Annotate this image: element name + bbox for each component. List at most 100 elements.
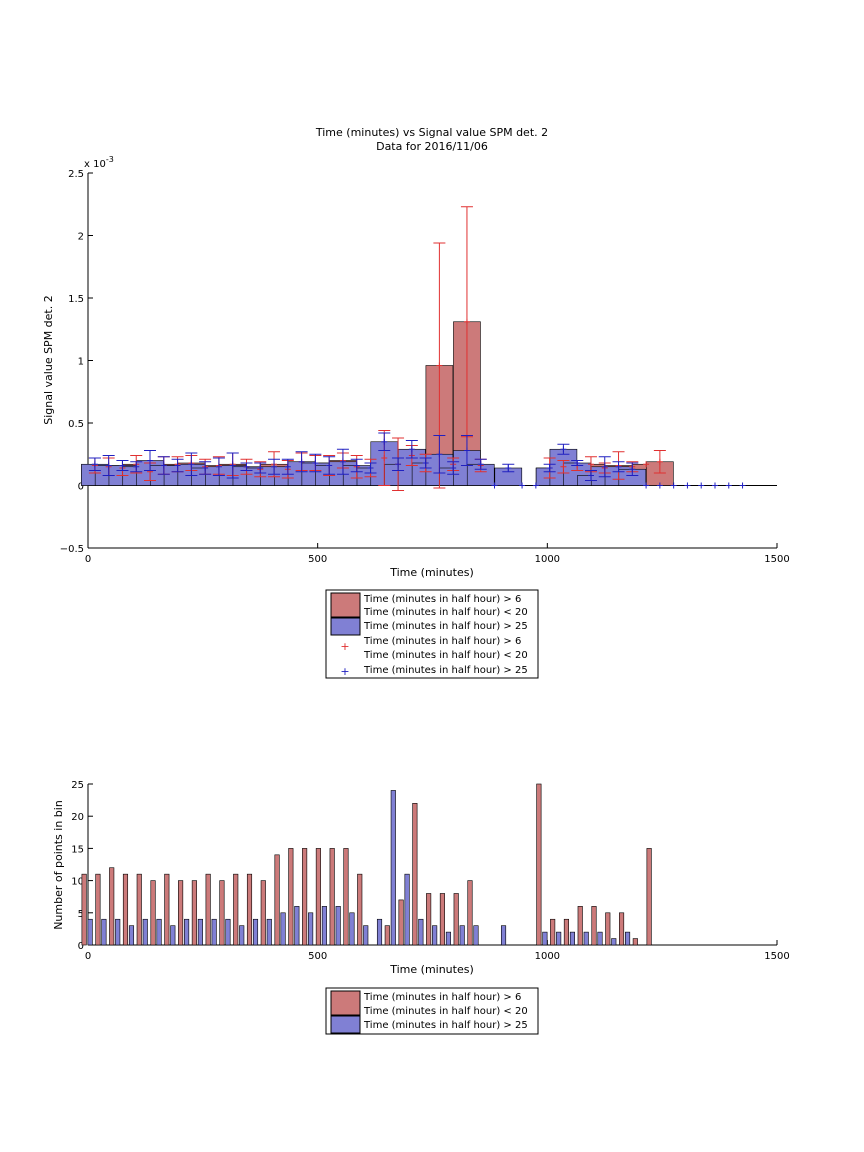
bottom-bar-blue: [363, 925, 369, 946]
bottom-bar-red: [178, 880, 184, 946]
bottom-bar-red: [164, 873, 170, 946]
top-legend-item-4: Time (minutes in half hour) > 6: [363, 636, 521, 647]
top-y-tick-label: 2: [78, 232, 84, 243]
bottom-bar-red: [591, 906, 597, 946]
top-legend-item-1: Time (minutes in half hour) > 6: [363, 594, 521, 605]
top-y-tick-label: −0.5: [60, 544, 84, 555]
bottom-bar-blue: [432, 925, 438, 946]
bottom-bar-red: [619, 912, 625, 946]
top-y-axis-label: Signal value SPM det. 2: [42, 295, 55, 425]
bottom-bar-red: [563, 918, 569, 946]
y-exponent-power: -3: [106, 155, 114, 164]
bottom-bar-blue: [625, 931, 631, 946]
bottom-bar-red: [646, 848, 652, 946]
top-x-tick-label: 1000: [535, 554, 560, 565]
top-x-axis-label: Time (minutes): [389, 566, 474, 579]
bottom-bar-red: [632, 938, 638, 946]
bottom-y-tick-label: 5: [78, 909, 84, 920]
bottom-bar-blue: [611, 938, 617, 946]
bottom-bar-blue: [556, 931, 562, 946]
bottom-bar-red: [439, 893, 445, 946]
top-legend-item-5: Time (minutes in half hour) < 20: [363, 650, 528, 661]
chart-subtitle: Data for 2016/11/06: [376, 140, 488, 153]
bottom-y-tick-label: 20: [71, 812, 84, 823]
bottom-bar-blue: [142, 918, 148, 946]
bottom-bar-blue: [101, 918, 107, 946]
bottom-bar-blue: [335, 906, 341, 946]
bottom-bar-red: [453, 893, 459, 946]
bottom-bar-red: [81, 873, 87, 946]
bottom-bar-blue: [239, 925, 245, 946]
bottom-bar-red: [329, 848, 335, 946]
top-legend: + + Time (minutes in half hour) > 6 Time…: [325, 589, 539, 679]
bottom-bar-blue: [308, 912, 314, 946]
bottom-bar-red: [122, 873, 129, 946]
bottom-bar-blue: [542, 931, 548, 946]
bottom-bar-red: [315, 848, 321, 946]
bottom-x-tick-label: 1000: [535, 951, 560, 962]
bottom-bar-red: [302, 848, 308, 946]
top-legend-marker-red: +: [340, 640, 349, 653]
bottom-bar-red: [357, 873, 363, 946]
top-legend-item-2: Time (minutes in half hour) < 20: [363, 607, 528, 618]
bottom-bar-red: [150, 880, 156, 946]
bottom-bar-red: [191, 880, 197, 946]
bottom-legend: Time (minutes in half hour) > 6 Time (mi…: [325, 987, 539, 1035]
bottom-bar-red: [205, 873, 211, 946]
bottom-bar-red: [219, 880, 225, 946]
bottom-y-tick-label: 25: [71, 780, 84, 791]
bottom-bar-blue: [418, 918, 424, 946]
bottom-y-tick-label: 10: [71, 877, 84, 888]
chart-title: Time (minutes) vs Signal value SPM det. …: [315, 126, 548, 139]
top-plot-area: 0 500 1000 1500−0.500.511.522.5: [60, 169, 790, 565]
bottom-bar-red: [233, 873, 239, 946]
bottom-x-axis-label: Time (minutes): [389, 963, 474, 976]
bottom-legend-item-3: Time (minutes in half hour) > 25: [363, 1020, 528, 1031]
bottom-legend-swatch-blue: [330, 1015, 361, 1034]
bottom-bar-blue: [459, 925, 465, 946]
bottom-bar-blue: [500, 925, 507, 946]
top-x-tick-label: 500: [308, 554, 327, 565]
bottom-x-tick-label: 1500: [764, 951, 789, 962]
bottom-bar-red: [467, 880, 473, 946]
bottom-y-axis-label: Number of points in bin: [52, 800, 65, 930]
bottom-y-tick-label: 15: [71, 844, 84, 855]
bottom-bar-blue: [211, 918, 217, 946]
y-exponent-label: x 10-3: [84, 155, 114, 170]
bottom-bar-blue: [156, 918, 162, 946]
top-legend-swatch-red: [330, 592, 361, 618]
bottom-legend-item-2: Time (minutes in half hour) < 20: [363, 1006, 528, 1017]
bottom-bar-red: [274, 854, 280, 946]
bottom-bar-blue: [583, 931, 589, 946]
bottom-legend-swatch-red: [330, 990, 361, 1016]
bottom-bar-blue: [294, 906, 300, 946]
bottom-bar-blue: [197, 918, 203, 946]
bottom-bar-red: [109, 867, 115, 946]
top-y-tick-label: 1.5: [68, 294, 84, 305]
bottom-bar-red: [398, 899, 404, 946]
bottom-bar-blue: [87, 918, 93, 946]
bottom-bar-blue: [376, 918, 383, 946]
bottom-bar-red: [550, 918, 556, 946]
bottom-bar-red: [343, 848, 349, 946]
bottom-bar-red: [260, 880, 266, 946]
top-x-tick-label: 0: [85, 554, 91, 565]
bottom-bar-blue: [597, 931, 603, 946]
bottom-bar-blue: [184, 918, 190, 946]
bottom-bar-red: [536, 783, 542, 946]
top-y-tick-label: 2.5: [68, 169, 84, 180]
top-legend-item-6: Time (minutes in half hour) > 25: [363, 665, 528, 676]
bottom-bar-blue: [445, 931, 451, 946]
top-y-tick-label: 0: [78, 482, 84, 493]
bottom-bar-red: [577, 906, 583, 946]
bottom-y-tick-label: 0: [78, 941, 84, 952]
bottom-bar-blue: [473, 925, 479, 946]
bottom-bar-blue: [404, 873, 410, 946]
bottom-bar-blue: [280, 912, 286, 946]
bottom-bar-blue: [266, 918, 272, 946]
bottom-bar-red: [288, 848, 294, 946]
bottom-bar-blue: [321, 906, 327, 946]
bottom-bar-red: [95, 873, 101, 946]
bottom-plot-area: 0 500 1000 1500 0 5 10 15 20 25: [71, 780, 789, 962]
top-legend-marker-blue: +: [340, 665, 349, 678]
